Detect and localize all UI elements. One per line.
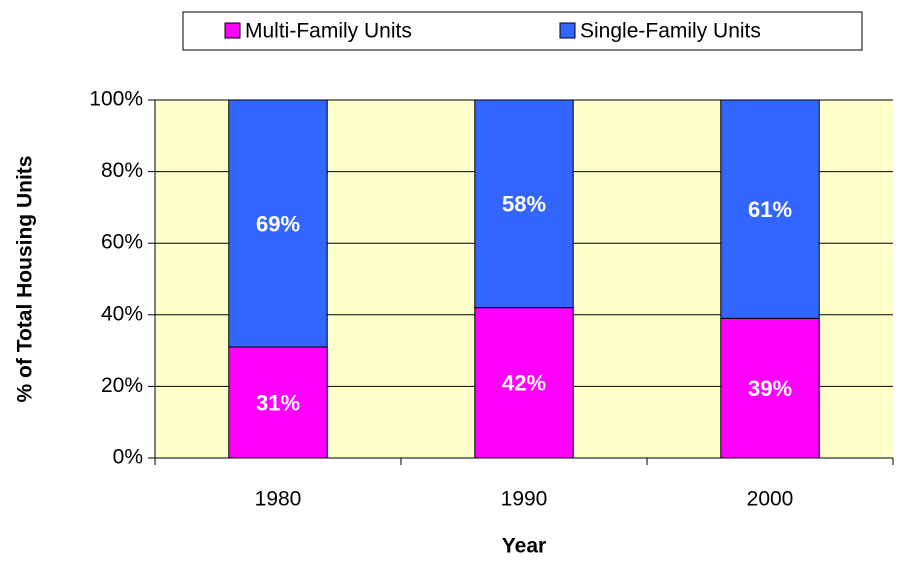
bar-segment [474,307,574,459]
y-tick-label: 100% [89,88,143,111]
y-tick-label: 80% [101,159,143,182]
x-tick-label: 1990 [501,488,548,511]
value-label: 42% [502,371,546,396]
x-tick-label: 1980 [255,488,302,511]
y-tick-label: 60% [101,231,143,254]
y-tick-label: 0% [113,446,143,469]
x-tick-label: 2000 [747,488,794,511]
value-label: 58% [502,192,546,217]
legend-label: Single-Family Units [580,20,761,43]
y-axis-title: % of Total Housing Units [14,156,37,403]
value-label: 39% [748,376,792,401]
legend-swatch [559,22,576,39]
bar-segment [474,99,574,309]
legend-swatch [224,22,241,39]
bar-segment [720,317,820,459]
bar-segment [228,346,328,459]
value-label: 61% [748,197,792,222]
y-tick-label: 40% [101,302,143,325]
value-label: 69% [256,211,300,236]
value-label: 31% [256,390,300,415]
bar-segment [720,99,820,319]
legend-box [182,11,863,51]
x-axis-title: Year [502,535,546,558]
legend-label: Multi-Family Units [245,20,412,43]
bar-segment [228,99,328,348]
y-tick-label: 20% [101,374,143,397]
